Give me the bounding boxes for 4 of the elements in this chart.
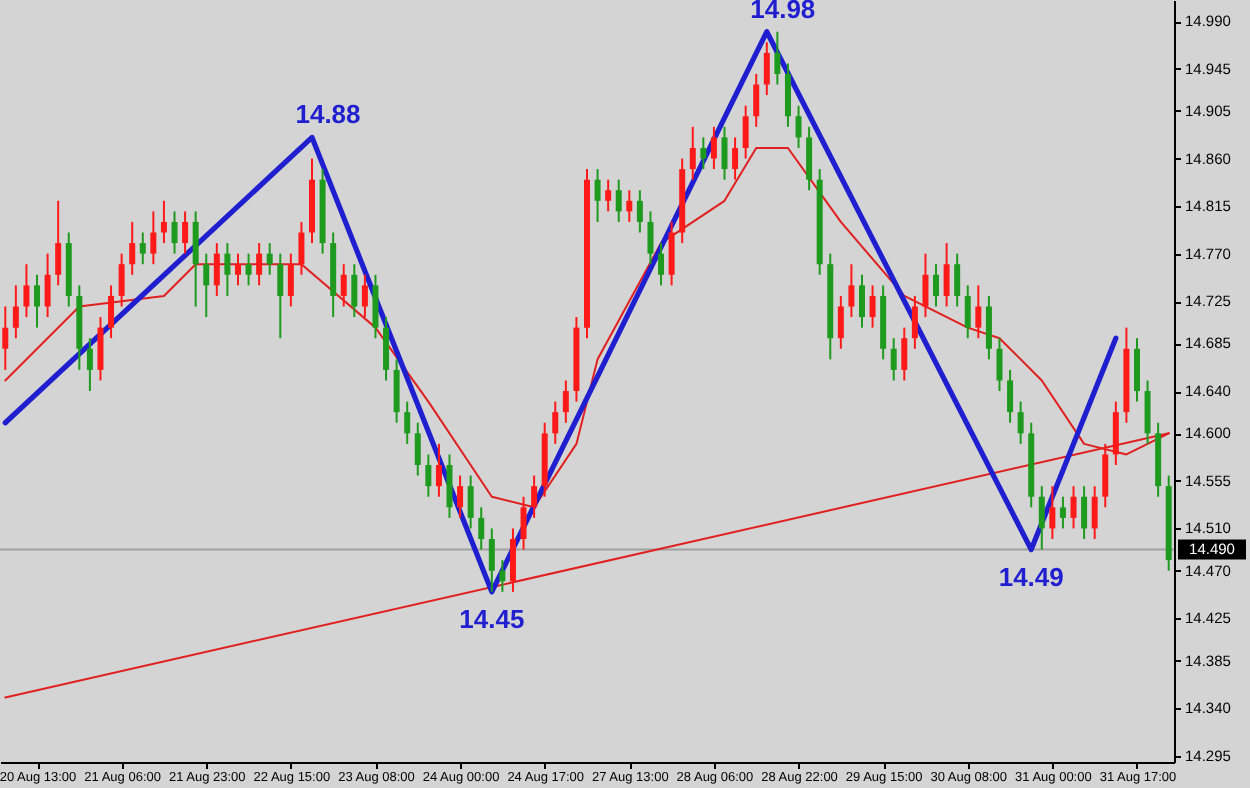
data-label: 14.98 xyxy=(750,0,816,24)
data-label: 14.49 xyxy=(998,561,1064,592)
data-label: 14.88 xyxy=(295,99,361,130)
data-label: 14.45 xyxy=(459,603,525,634)
